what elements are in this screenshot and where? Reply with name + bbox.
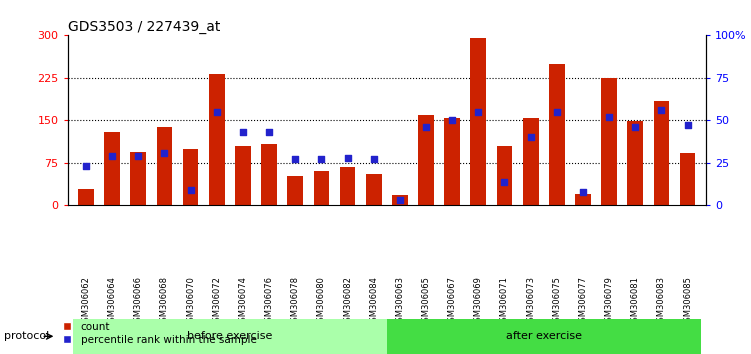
Text: GDS3503 / 227439_at: GDS3503 / 227439_at xyxy=(68,21,220,34)
Text: GSM306075: GSM306075 xyxy=(552,276,561,327)
Point xyxy=(263,130,275,135)
Bar xyxy=(602,78,617,205)
Bar xyxy=(235,146,251,205)
Text: GSM306065: GSM306065 xyxy=(421,276,430,327)
Bar xyxy=(339,167,355,205)
Point xyxy=(80,164,92,169)
Point xyxy=(420,124,432,130)
Text: GSM306071: GSM306071 xyxy=(500,276,509,327)
Bar xyxy=(523,118,538,205)
Point xyxy=(315,156,327,162)
Point xyxy=(656,107,668,113)
Bar xyxy=(366,174,382,205)
Text: GSM306079: GSM306079 xyxy=(605,276,614,327)
Point xyxy=(158,150,170,155)
Bar xyxy=(496,146,512,205)
Text: GSM306082: GSM306082 xyxy=(343,276,352,327)
Point xyxy=(472,109,484,115)
Bar xyxy=(549,64,565,205)
Bar xyxy=(261,144,277,205)
Text: GSM306066: GSM306066 xyxy=(134,276,143,327)
Bar xyxy=(156,127,172,205)
Text: GSM306078: GSM306078 xyxy=(291,276,300,327)
Point xyxy=(237,130,249,135)
Bar xyxy=(627,121,643,205)
Text: GSM306076: GSM306076 xyxy=(264,276,273,327)
Text: GSM306077: GSM306077 xyxy=(578,276,587,327)
Bar xyxy=(131,152,146,205)
Point xyxy=(394,198,406,203)
Bar xyxy=(104,132,120,205)
Bar xyxy=(182,149,198,205)
Point xyxy=(629,124,641,130)
Bar xyxy=(73,319,387,354)
Point xyxy=(550,109,562,115)
Bar xyxy=(78,189,94,205)
Point xyxy=(499,179,511,184)
Text: GSM306081: GSM306081 xyxy=(631,276,640,327)
Text: after exercise: after exercise xyxy=(505,331,582,341)
Point xyxy=(368,156,380,162)
Point xyxy=(132,153,144,159)
Text: GSM306084: GSM306084 xyxy=(369,276,379,327)
Text: before exercise: before exercise xyxy=(187,331,273,341)
Bar xyxy=(470,38,486,205)
Text: GSM306068: GSM306068 xyxy=(160,276,169,327)
Text: GSM306085: GSM306085 xyxy=(683,276,692,327)
Bar xyxy=(575,194,591,205)
Bar xyxy=(445,118,460,205)
Bar xyxy=(680,153,695,205)
Point xyxy=(682,122,694,128)
Point xyxy=(342,155,354,161)
Point xyxy=(525,135,537,140)
Text: GSM306067: GSM306067 xyxy=(448,276,457,327)
Text: protocol: protocol xyxy=(4,331,49,341)
Bar xyxy=(209,74,225,205)
Text: GSM306063: GSM306063 xyxy=(395,276,404,327)
Bar xyxy=(653,101,669,205)
Bar xyxy=(418,115,434,205)
Bar xyxy=(313,171,329,205)
Text: GSM306062: GSM306062 xyxy=(81,276,90,327)
Point xyxy=(446,118,458,123)
Text: GSM306064: GSM306064 xyxy=(107,276,116,327)
Point xyxy=(211,109,223,115)
Bar xyxy=(387,319,701,354)
Point xyxy=(577,189,589,195)
Bar xyxy=(288,176,303,205)
Text: GSM306073: GSM306073 xyxy=(526,276,535,327)
Point xyxy=(603,114,615,120)
Text: GSM306080: GSM306080 xyxy=(317,276,326,327)
Text: GSM306083: GSM306083 xyxy=(657,276,666,327)
Text: GSM306070: GSM306070 xyxy=(186,276,195,327)
Text: GSM306074: GSM306074 xyxy=(238,276,247,327)
Point xyxy=(106,153,118,159)
Text: GSM306072: GSM306072 xyxy=(213,276,222,327)
Legend: count, percentile rank within the sample: count, percentile rank within the sample xyxy=(58,317,261,349)
Text: GSM306069: GSM306069 xyxy=(474,276,483,327)
Point xyxy=(185,187,197,193)
Bar xyxy=(392,195,408,205)
Point xyxy=(289,156,301,162)
